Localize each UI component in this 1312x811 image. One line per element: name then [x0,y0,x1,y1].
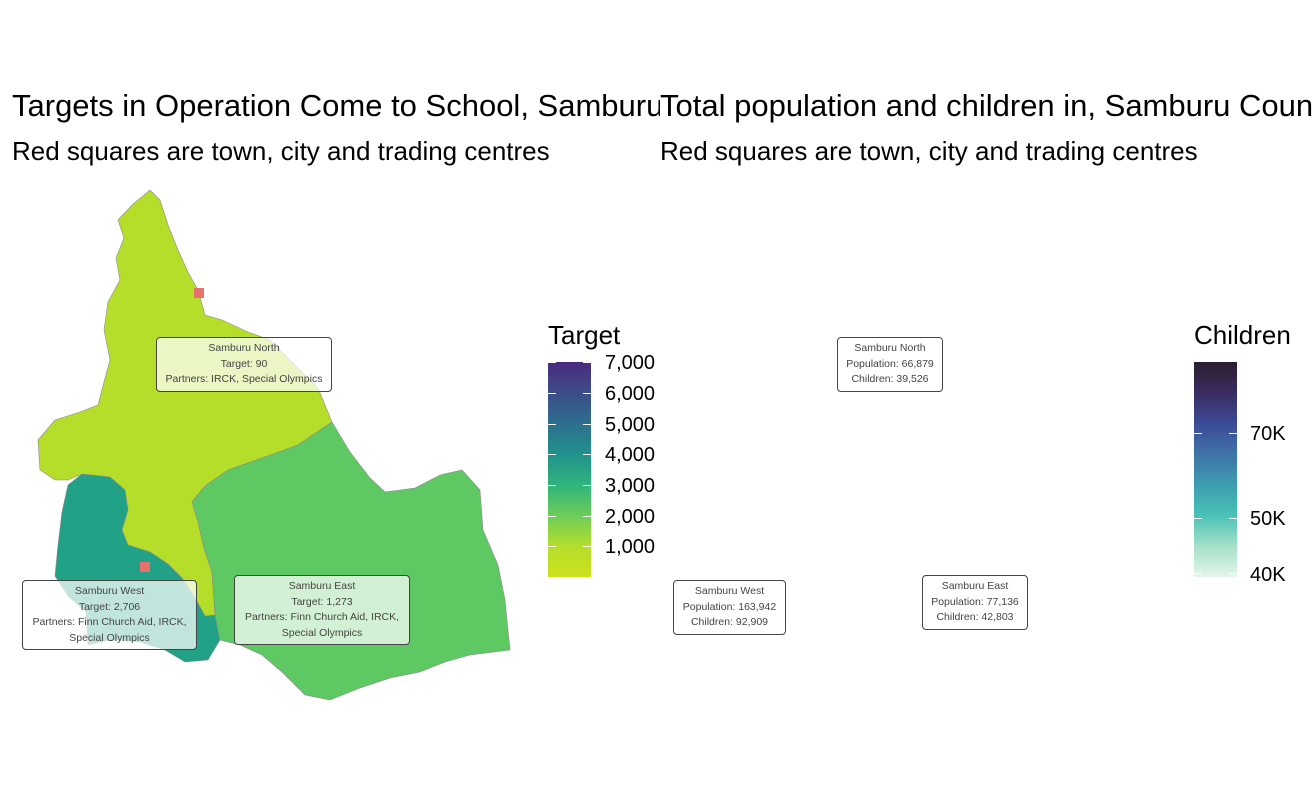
legend-title: Target [548,320,621,350]
legend-tick: 40K [1250,564,1286,586]
target-map-panel: Targets in Operation Come to School, Sam… [12,88,660,701]
label-samburu-west: Samburu West Population: 163,942 Childre… [673,580,786,635]
legend-tick: 2,000 [605,506,656,528]
map-subtitle: Red squares are town, city and trading c… [660,136,1198,166]
label-samburu-north: Samburu North Population: 66,879 Childre… [837,337,943,392]
legend-color-bar [548,362,591,577]
label-samburu-east: Samburu East Target: 1,273 Partners: Fin… [234,575,410,645]
label-samburu-east: Samburu East Population: 77,136 Children… [922,575,1028,630]
legend-title: Children [1194,320,1291,350]
legend-tick: 70K [1250,423,1286,445]
map-subtitle: Red squares are town, city and trading c… [12,136,550,166]
town-marker-west [140,562,150,572]
label-samburu-north: Samburu North Target: 90 Partners: IRCK,… [156,337,332,392]
legend-tick: 5,000 [605,414,656,436]
map-title: Targets in Operation Come to School, Sam… [12,88,660,123]
map-title: Total population and children in, Sambur… [660,88,1312,123]
label-samburu-west: Samburu West Target: 2,706 Partners: Fin… [22,580,197,650]
population-map-panel: Total population and children in, Sambur… [660,0,1312,811]
legend-tick: 4,000 [605,444,656,466]
legend-tick: 3,000 [605,475,656,497]
legend-tick: 7,000 [605,352,656,374]
legend-color-bar [1194,362,1237,577]
legend-tick: 50K [1250,508,1286,530]
legend-tick: 1,000 [605,536,656,558]
legend-tick: 6,000 [605,383,656,405]
town-marker-north [194,288,204,298]
